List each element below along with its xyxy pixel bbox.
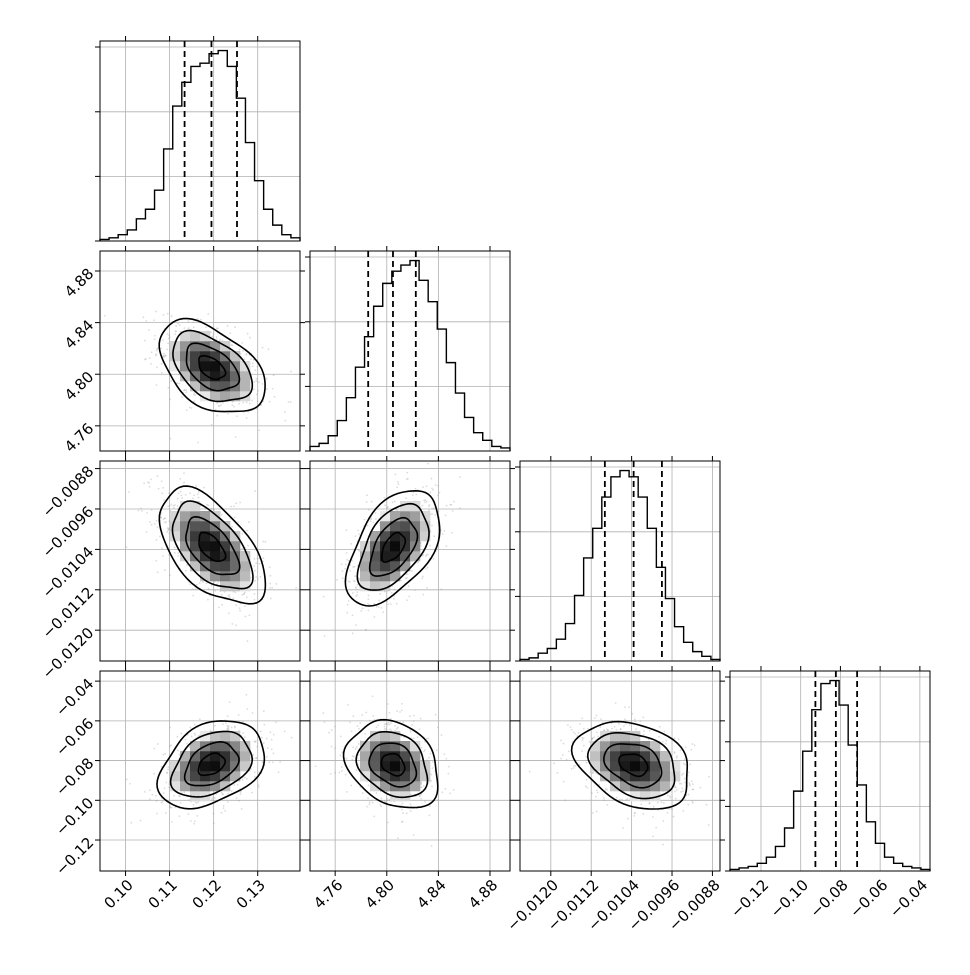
panel-frame-3-2 (519, 670, 721, 872)
contour-level-2 (355, 730, 429, 799)
ytick-label-3-3: −0.06 (52, 714, 97, 759)
panel-content-3-1 (310, 671, 510, 871)
panel-content-1-0 (100, 251, 300, 451)
contours-1-0 (158, 317, 266, 413)
histogram-3 (729, 679, 931, 871)
xtick-label-1-3: 4.88 (465, 876, 501, 912)
panel-content-3-2 (520, 671, 720, 871)
xtick-label-3-2: −0.08 (807, 876, 852, 921)
contour-level-1 (185, 342, 241, 392)
panel-content-2-0 (100, 461, 300, 661)
density-3-1 (360, 731, 431, 802)
contour-level-0 (198, 354, 227, 381)
panel-frame-1-0 (99, 250, 301, 452)
xtick-label-1-0: 4.76 (310, 876, 346, 912)
panel-frame-2-1 (309, 460, 511, 662)
ytick-label-3-1: −0.10 (52, 794, 97, 839)
ytick-label-1-3: 4.88 (61, 265, 97, 301)
contours-3-1 (342, 718, 439, 809)
ytick-label-1-2: 4.84 (61, 316, 97, 352)
histogram-2 (519, 469, 721, 661)
contour-level-0 (380, 531, 407, 563)
contour-level-1 (185, 515, 241, 576)
hist-grid-3 (730, 671, 930, 871)
contour-level-1 (183, 741, 240, 787)
contours-2-1 (344, 490, 441, 607)
contour-level-1 (603, 743, 663, 789)
contours-3-0 (156, 720, 266, 810)
contour-level-3 (158, 485, 267, 605)
xtick-label-1-1: 4.80 (362, 876, 398, 912)
contour-level-3 (156, 720, 266, 810)
xtick-label-3-0: −0.12 (727, 876, 772, 921)
hist-frame-1 (309, 250, 511, 452)
contour-level-2 (171, 500, 254, 590)
contour-level-3 (158, 317, 266, 413)
ytick-label-3-2: −0.08 (52, 754, 97, 799)
contour-level-0 (198, 531, 227, 563)
contour-level-1 (368, 742, 418, 788)
histogram-0 (99, 49, 301, 241)
contour-level-3 (570, 720, 689, 810)
contour-level-1 (368, 516, 419, 577)
panel-frame-3-0 (99, 670, 301, 872)
density-2-1 (360, 501, 431, 592)
ytick-label-1-0: 4.76 (61, 419, 97, 455)
xtick-label-1-2: 4.84 (413, 876, 449, 912)
contour-level-2 (172, 329, 254, 403)
ytick-label-3-0: −0.12 (52, 834, 97, 879)
contours-2-0 (158, 485, 267, 605)
ytick-label-3-4: −0.04 (52, 675, 97, 720)
hist-frame-3 (729, 670, 931, 872)
panel-frame-3-1 (309, 670, 511, 872)
density-1-0 (170, 331, 251, 402)
contours-3-2 (570, 720, 689, 810)
hist-frame-0 (99, 40, 301, 242)
panel-content-2-1 (310, 461, 510, 661)
hist-grid-0 (100, 41, 300, 241)
contour-level-0 (380, 752, 406, 777)
xtick-label-0-3: 0.13 (233, 876, 269, 912)
hist-grid-1 (310, 251, 510, 451)
xtick-label-0-0: 0.10 (101, 876, 137, 912)
hist-frame-2 (519, 460, 721, 662)
xtick-label-3-4: −0.04 (886, 876, 931, 921)
panel-content-3-0 (100, 671, 300, 871)
histogram-1 (309, 259, 511, 451)
xtick-label-0-2: 0.12 (189, 876, 225, 912)
contour-level-3 (344, 490, 441, 607)
panel-frame-2-0 (99, 460, 301, 662)
contour-level-3 (342, 718, 439, 809)
ytick-label-1-1: 4.80 (61, 368, 97, 404)
hist-grid-2 (520, 461, 720, 661)
contour-level-2 (169, 730, 254, 798)
contour-level-2 (587, 732, 676, 800)
contour-level-0 (197, 752, 227, 777)
contour-level-2 (356, 502, 430, 591)
contour-level-0 (618, 753, 649, 778)
xtick-label-3-3: −0.06 (846, 876, 891, 921)
xtick-label-0-1: 0.11 (145, 876, 181, 912)
density-2-0 (170, 501, 251, 592)
xtick-label-3-1: −0.10 (767, 876, 812, 921)
